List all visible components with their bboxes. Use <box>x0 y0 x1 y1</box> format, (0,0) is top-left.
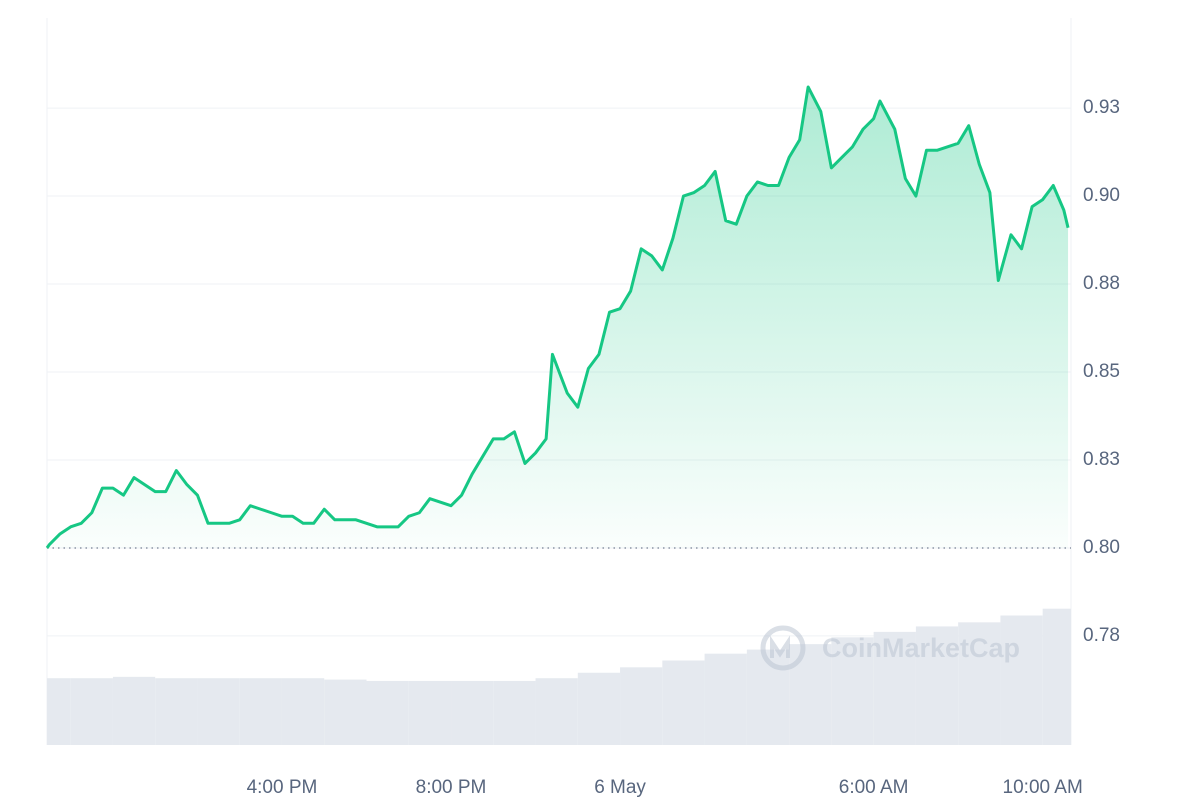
y-tick-label: 0.90 <box>1083 185 1120 206</box>
x-tick-label: 6:00 AM <box>839 777 909 798</box>
volume-bar <box>197 678 240 745</box>
watermark-text: CoinMarketCap <box>822 633 1020 663</box>
price-area <box>47 86 1069 548</box>
volume-bar <box>873 631 916 745</box>
volume-bar <box>1042 608 1071 745</box>
y-tick-label: 0.80 <box>1083 537 1120 558</box>
watermark-logo <box>760 625 806 671</box>
x-tick-label: 10:00 AM <box>1003 777 1083 798</box>
y-tick-label: 0.85 <box>1083 361 1120 382</box>
watermark-logo-mark <box>770 635 790 658</box>
volume-bar <box>620 667 663 745</box>
volume-bar <box>366 680 409 745</box>
volume-bar <box>451 680 494 745</box>
volume-bar <box>47 678 71 745</box>
volume-bar <box>1000 615 1043 745</box>
y-tick-label: 0.88 <box>1083 273 1120 294</box>
x-tick-label: 8:00 PM <box>416 777 487 798</box>
volume-bar <box>112 676 156 745</box>
volume-bar <box>493 680 536 745</box>
volume-bar <box>662 660 705 745</box>
volume-bar <box>577 672 621 745</box>
x-tick-label: 6 May <box>594 777 646 798</box>
y-tick-label: 0.83 <box>1083 449 1120 470</box>
volume-bar <box>958 622 1001 745</box>
volume-bar <box>704 653 747 745</box>
volume-bar <box>70 678 113 745</box>
price-line <box>45 85 1070 549</box>
x-tick-label: 4:00 PM <box>247 777 318 798</box>
volume-bar <box>281 678 325 745</box>
volume-bar <box>915 626 959 745</box>
volume-bar <box>408 680 452 745</box>
volume-bar <box>324 679 367 745</box>
volume-bar <box>535 678 578 745</box>
volume-bar <box>831 637 874 745</box>
y-tick-label: 0.78 <box>1083 625 1120 646</box>
volume-bar <box>155 678 198 745</box>
volume-bar <box>239 678 282 745</box>
watermark: CoinMarketCap <box>760 625 1020 671</box>
y-tick-label: 0.93 <box>1083 97 1120 118</box>
